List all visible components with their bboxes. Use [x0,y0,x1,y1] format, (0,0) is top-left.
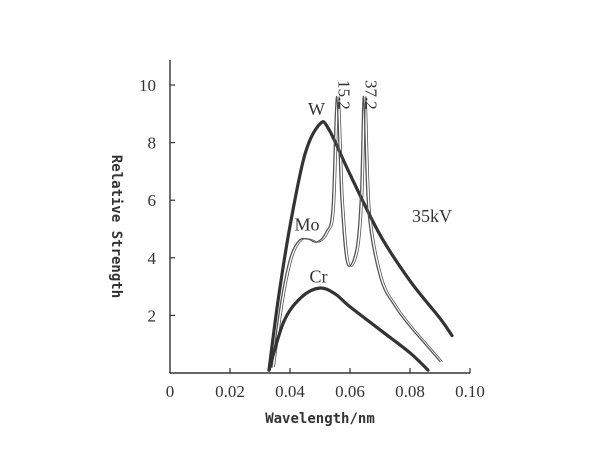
x-tick-label: 0 [166,382,175,401]
axes: 0 0.02 0.04 0.06 0.08 0.10 2 4 6 8 10 [139,60,485,401]
series-label-w: W [308,99,325,119]
series-label-mo: Mo [295,214,320,234]
peak-label: 15.2 [335,80,354,110]
x-tick-label: 0.10 [455,382,485,401]
series-line-mo [271,95,441,368]
y-tick-label: 8 [148,134,157,153]
x-tick-label: 0.04 [275,382,305,401]
series-line-w [267,120,454,372]
series-line-cr [267,286,430,372]
y-tick-label: 2 [148,306,157,325]
series-label-cr: Cr [310,266,328,286]
y-tick-label: 4 [148,249,157,268]
y-axis-title: Relative Strength [108,155,124,298]
x-axis-title: Wavelength/nm [265,411,375,427]
x-tick-label: 0.02 [215,382,245,401]
peak-label: 37.2 [362,80,381,110]
x-tick-label: 0.08 [395,382,425,401]
labels-layer: Wavelength/nm Relative Strength W Mo Cr 15.2 3… [108,80,452,427]
series-line-mo-outline [274,96,443,368]
series-layer [267,95,454,372]
y-tick-label: 6 [148,191,157,210]
voltage-annotation: 35kV [412,206,452,226]
y-tick-label: 10 [139,76,156,95]
x-tick-label: 0.06 [335,382,365,401]
